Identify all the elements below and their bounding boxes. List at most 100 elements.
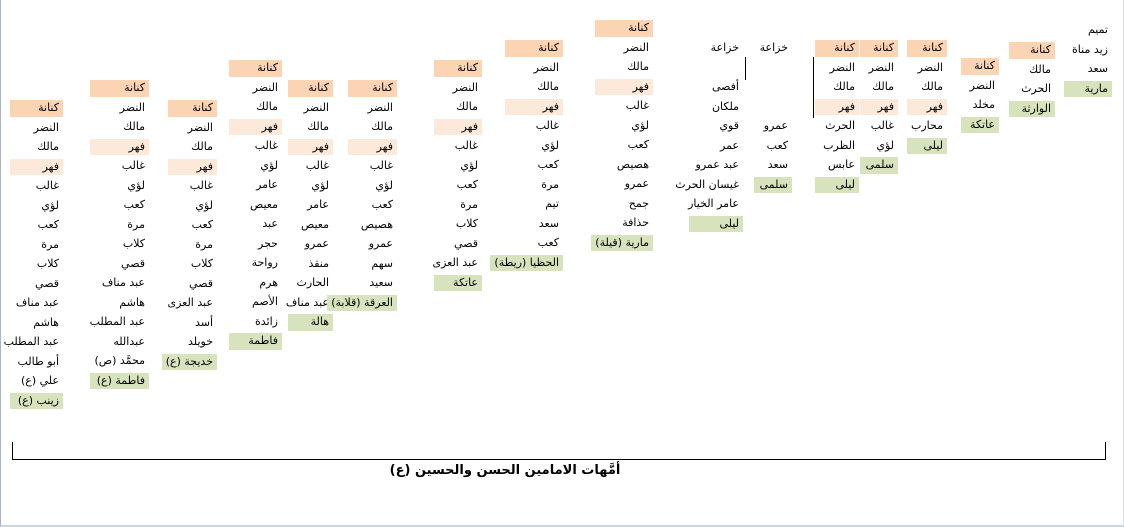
lineage-cell: تميم: [1087, 23, 1108, 36]
lineage-cell: عبد مناف: [15, 296, 59, 309]
lineage-cell: مرة: [195, 237, 213, 251]
lineage-column: كنانة النضر مالك فهر غالب لؤي عامر معيص عبد حجر رو…: [229, 60, 282, 353]
lineage-column: كنانة النضر مالك فهر غالب لؤي كعب مرة كلاب قصي عبد…: [90, 80, 149, 392]
lineage-cell: مرة: [541, 177, 559, 191]
lineage-cell: النضر: [252, 80, 278, 94]
lineage-cell: مرة: [41, 237, 59, 251]
lineage-cell: معيص: [250, 197, 278, 211]
lineage-cell: النضر: [533, 60, 559, 74]
lineage-cell: أفصى: [711, 80, 739, 93]
lineage-cell: عبد العزى: [432, 256, 478, 269]
lineage-cell: مالك: [1029, 62, 1051, 76]
lineage-column: كنانة النضر مالك فهر غالب لؤي كعب هصيص عمرو سهم سع…: [327, 80, 397, 314]
lineage-cell: العرقة (قلابة): [327, 294, 397, 311]
lineage-cell: فهر: [348, 138, 397, 155]
lineage-cell: كعب: [37, 218, 59, 231]
lineage-cell: عامر الخيار: [688, 197, 739, 210]
lineage-cell: عبد المطلب: [3, 335, 59, 348]
lineage-cell: مالك: [256, 100, 278, 113]
lineage-cell: فهر: [168, 158, 217, 175]
lineage-cell: قصي: [189, 276, 213, 290]
lineage-cell: فهر: [815, 98, 859, 115]
lineage-cell: غالب: [870, 119, 894, 132]
lineage-cell: عبد مناف: [285, 295, 329, 309]
lineage-column: خزاعة أفصى ملكان قوي عمر عبد عمرو غيسان الحرث ع…: [675, 40, 743, 235]
lineage-column: خزاعة عمرو كعب سعد سلمى: [754, 40, 792, 196]
lineage-cell: رواحة: [251, 256, 278, 269]
lineage-cell: عمرو: [763, 119, 788, 132]
lineage-cell: تيم: [545, 197, 559, 210]
lineage-cell: فاطمة (ع): [90, 372, 149, 389]
lineage-cell: كنانة: [10, 100, 63, 117]
lineage-cell: غالب: [35, 179, 59, 192]
lineage-cell: كنانة: [1009, 42, 1055, 59]
lineage-cell: النضر: [187, 120, 213, 134]
lineage-cell: فهر: [10, 158, 63, 175]
lineage-cell: لؤي: [195, 198, 213, 212]
lineage-cell: كنانة: [860, 40, 898, 57]
lineage-cell: مالك: [307, 120, 329, 133]
lineage-cell: مارية: [1064, 80, 1112, 97]
lineage-cell: ليلى: [815, 176, 859, 193]
lineage-cell: مالك: [191, 140, 213, 153]
lineage-cell: كنانة: [288, 80, 333, 97]
lineage-column: كنانة النضر مالك فهر غالب لؤي عامر معيص عمرو منقذ…: [286, 80, 333, 334]
lineage-cell: قصي: [121, 256, 145, 270]
lineage-cell: زائدة: [255, 314, 278, 328]
lineage-cell: لؤي: [460, 158, 478, 172]
lineage-column: كنانة النضر مالك فهر الحرث الظرب عابس ليلى: [815, 40, 859, 196]
lineage-cell: لؤي: [375, 178, 393, 192]
lineage-cell: كنانة: [348, 80, 397, 97]
lineage-column: تميم زيد مناة سعد مارية: [1064, 22, 1112, 100]
lineage-cell: كعب: [627, 138, 649, 151]
lineage-cell: لؤي: [631, 118, 649, 132]
lineage-cell: مخلد: [972, 98, 995, 111]
lineage-cell: عمر: [720, 138, 739, 152]
lineage-cell: كنانة: [815, 40, 859, 57]
lineage-cell: فهر: [229, 118, 282, 135]
descent-connector-line: [745, 57, 746, 80]
lineage-cell: كنانة: [961, 58, 999, 75]
lineage-cell: خزاعة: [710, 41, 739, 54]
lineage-cell: مالك: [123, 120, 145, 133]
lineage-gap: [689, 60, 743, 77]
lineage-column: كنانة النضر مالك فهر غالب لؤي كعب مرة كلاب قصي عبد…: [432, 60, 482, 294]
descent-connector-line: [813, 57, 814, 118]
lineage-cell: خزاعة: [759, 41, 788, 54]
lineage-cell: لؤي: [311, 178, 329, 192]
lineage-cell: سهم: [371, 256, 393, 270]
lineage-cell: فهر: [907, 98, 947, 115]
lineage-column: كنانة مالك الحرث الوارثة: [1009, 42, 1055, 120]
lineage-cell: النضر: [119, 100, 145, 114]
lineage-cell: هصيص: [616, 157, 649, 171]
lineage-cell: كنانة: [907, 40, 947, 57]
lineage-cell: زيد مناة: [1072, 42, 1108, 56]
lineage-cell: لؤي: [260, 158, 278, 172]
lineage-cell: عمرو: [624, 177, 649, 190]
lineage-cell: مالك: [833, 80, 855, 93]
lineage-cell: غالب: [625, 99, 649, 112]
lineage-cell: هاشم: [119, 295, 145, 309]
lineage-cell: عبد العزى: [167, 296, 213, 309]
lineage-cell: عاتكة: [961, 116, 999, 133]
lineage-cell: عامر: [256, 178, 278, 191]
lineage-cell: مالك: [537, 80, 559, 93]
lineage-cell: مرة: [127, 217, 145, 231]
lineage-cell: كنانة: [505, 40, 563, 57]
lineage-cell: كلاب: [36, 257, 59, 270]
lineages-bracket: [12, 442, 1106, 460]
lineage-cell: كعب: [537, 236, 559, 249]
lineage-cell: لؤي: [127, 178, 145, 192]
lineage-column: كنانة النضر مخلد عاتكة: [961, 58, 999, 136]
lineage-cell: كعب: [766, 138, 788, 152]
lineage-cell: مالك: [627, 60, 649, 73]
lineage-cell: فهر: [595, 78, 653, 95]
lineage-cell: لؤي: [41, 198, 59, 212]
lineage-cell: خويلد: [188, 335, 213, 348]
lineage-cell: كعب: [371, 198, 393, 211]
lineage-cell: سلمى: [860, 157, 898, 174]
lineage-cell: كلاب: [190, 257, 213, 270]
lineage-cell: فاطمة: [229, 333, 282, 350]
lineage-cell: علي (ع): [20, 374, 59, 387]
lineage-cell: الحارث: [296, 276, 329, 289]
